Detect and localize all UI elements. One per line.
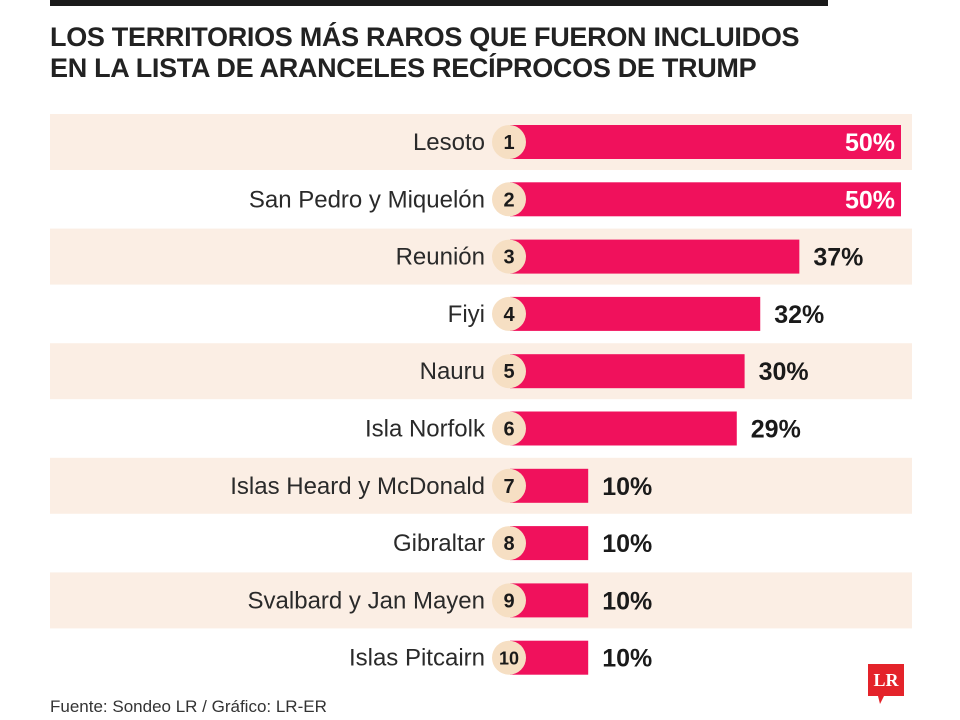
rank-number: 10 xyxy=(499,649,519,669)
rank-number: 9 xyxy=(503,590,514,612)
top-rule xyxy=(50,0,828,6)
row-stripe xyxy=(50,343,912,400)
category-label: Nauru xyxy=(420,358,485,385)
category-label: Lesoto xyxy=(413,129,485,156)
bar xyxy=(510,125,901,159)
rank-number: 3 xyxy=(503,247,514,269)
bar xyxy=(510,182,901,217)
rank-badge xyxy=(492,640,526,675)
chart-title: LOS TERRITORIOS MÁS RAROS QUE FUERON INC… xyxy=(50,22,910,84)
title-line-2: EN LA LISTA DE ARANCELES RECÍPROCOS DE T… xyxy=(50,53,757,83)
rank-number: 8 xyxy=(503,533,514,555)
value-label: 30% xyxy=(759,358,809,386)
value-label: 50% xyxy=(845,186,895,214)
lr-logo-icon xyxy=(868,664,904,704)
rank-number: 6 xyxy=(503,419,514,441)
rank-number: 1 xyxy=(503,132,514,154)
row-stripe xyxy=(50,457,912,514)
title-line-1: LOS TERRITORIOS MÁS RAROS QUE FUERON INC… xyxy=(50,22,800,52)
rank-badge xyxy=(492,239,526,274)
rank-badge xyxy=(492,296,526,331)
bar xyxy=(510,239,800,274)
rank-number: 5 xyxy=(503,361,514,383)
value-label: 50% xyxy=(845,129,895,157)
category-label: Islas Heard y McDonald xyxy=(230,473,485,500)
category-label: Gibraltar xyxy=(393,530,485,557)
bar xyxy=(510,296,761,331)
value-label: 10% xyxy=(602,587,652,615)
value-label: 10% xyxy=(602,645,652,673)
value-label: 10% xyxy=(602,530,652,558)
rank-badge xyxy=(492,468,526,503)
rank-badge xyxy=(492,182,526,217)
rank-badge xyxy=(492,526,526,561)
rank-badge xyxy=(492,125,526,159)
category-label: Svalbard y Jan Mayen xyxy=(248,587,485,614)
bar-chart: 1 Lesoto 50% 2 San Pedro y Miquelón 50% 3 Reuni… xyxy=(50,114,912,675)
value-label: 29% xyxy=(751,416,801,444)
bar xyxy=(510,411,737,446)
lr-logo-text: LR xyxy=(873,670,899,690)
category-label: Isla Norfolk xyxy=(365,416,486,443)
value-label: 37% xyxy=(813,244,863,272)
rank-badge xyxy=(492,354,526,389)
value-label: 32% xyxy=(774,301,824,329)
rank-number: 2 xyxy=(503,189,514,211)
rank-number: 4 xyxy=(503,304,515,326)
category-label: Islas Pitcairn xyxy=(349,645,485,672)
lr-logo: LR xyxy=(868,664,904,704)
rank-badge xyxy=(492,411,526,446)
value-label: 10% xyxy=(602,473,652,501)
category-label: Reunión xyxy=(396,244,485,271)
rank-badge xyxy=(492,583,526,618)
bar xyxy=(510,354,745,389)
source-note: Fuente: Sondeo LR / Gráfico: LR-ER xyxy=(50,697,327,716)
row-stripe xyxy=(50,572,912,629)
rank-number: 7 xyxy=(503,476,514,498)
category-label: San Pedro y Miquelón xyxy=(249,186,485,213)
category-label: Fiyi xyxy=(448,301,485,328)
